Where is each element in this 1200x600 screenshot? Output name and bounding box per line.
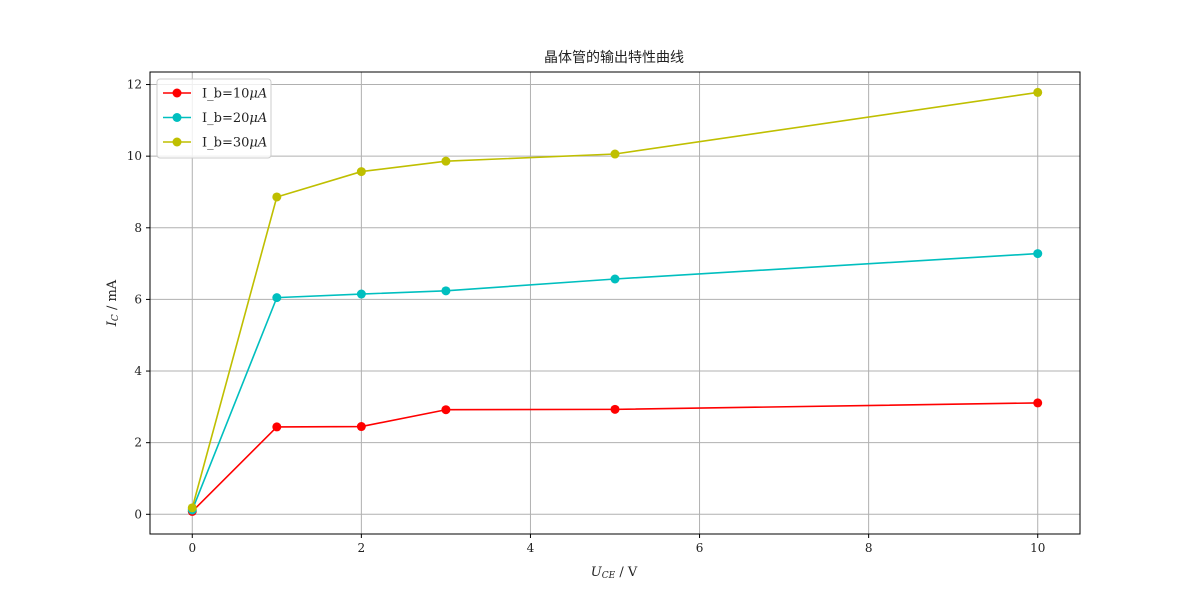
x-axis-label-main: U bbox=[591, 565, 603, 580]
data-point bbox=[187, 503, 197, 513]
axes: 0 2 4 6 8 10 0 2 4 6 8 10 12 bbox=[127, 78, 1046, 555]
data-point bbox=[1033, 398, 1043, 408]
series-2 bbox=[187, 249, 1043, 515]
legend-label: I_b=10μA bbox=[202, 87, 267, 102]
legend-item: I_b=10μA bbox=[163, 87, 267, 102]
legend-item: I_b=30μA bbox=[163, 136, 267, 151]
x-tick-label: 10 bbox=[1030, 541, 1045, 555]
y-tick-label: 12 bbox=[127, 78, 142, 92]
x-tick-label: 4 bbox=[527, 541, 535, 555]
y-axis-label-sub: C bbox=[111, 314, 121, 321]
x-axis-label: UCE / V bbox=[591, 565, 638, 581]
series-line bbox=[191, 91, 1038, 509]
data-point bbox=[356, 422, 366, 432]
data-point bbox=[441, 156, 451, 166]
x-tick-label: 6 bbox=[696, 541, 704, 555]
legend-swatch-marker bbox=[172, 137, 182, 147]
legend-item: I_b=20μA bbox=[163, 111, 267, 126]
y-tick-label: 2 bbox=[134, 436, 142, 450]
data-point bbox=[441, 405, 451, 415]
y-tick-label: 6 bbox=[134, 292, 142, 306]
x-tick-label: 2 bbox=[358, 541, 366, 555]
data-point bbox=[441, 286, 451, 296]
legend-label-name: I_b=10 bbox=[202, 87, 249, 102]
y-tick-label: 10 bbox=[127, 149, 142, 163]
series-layer bbox=[187, 87, 1043, 516]
y-axis-label-main: I bbox=[105, 320, 120, 327]
series-line bbox=[191, 252, 1038, 511]
x-axis-label-sub: CE bbox=[602, 571, 616, 581]
series-1 bbox=[187, 398, 1043, 516]
legend-box bbox=[156, 78, 272, 159]
plot-frame bbox=[149, 71, 1081, 535]
data-point bbox=[272, 422, 282, 432]
x-tick-label: 0 bbox=[188, 541, 196, 555]
legend-label: I_b=20μA bbox=[202, 111, 267, 126]
data-point bbox=[1033, 249, 1043, 259]
x-tick-label: 8 bbox=[865, 541, 873, 555]
series-line bbox=[191, 402, 1038, 513]
data-point bbox=[272, 293, 282, 303]
legend-swatch-marker bbox=[172, 113, 182, 122]
chart-title: 晶体管的输出特性曲线 bbox=[544, 50, 684, 66]
data-point bbox=[1033, 87, 1043, 97]
data-point bbox=[610, 404, 620, 414]
data-point bbox=[610, 274, 620, 284]
legend-label-name: I_b=20 bbox=[202, 111, 249, 126]
data-point bbox=[356, 289, 366, 299]
data-point bbox=[356, 167, 366, 177]
y-tick-label: 8 bbox=[134, 221, 142, 235]
grid bbox=[150, 72, 1080, 534]
y-tick-label: 4 bbox=[134, 364, 142, 378]
legend-label-unit: μA bbox=[249, 87, 267, 102]
y-axis-label: IC / mA bbox=[105, 279, 121, 327]
legend-label-name: I_b=30 bbox=[202, 136, 249, 151]
y-tick-label: 0 bbox=[134, 507, 142, 521]
legend-swatch-marker bbox=[172, 88, 182, 98]
legend-label-unit: μA bbox=[249, 111, 267, 126]
legend-label: I_b=30μA bbox=[202, 136, 267, 151]
x-axis-label-unit: / V bbox=[615, 565, 638, 580]
data-point bbox=[610, 149, 620, 159]
series-3 bbox=[187, 87, 1043, 513]
data-point bbox=[272, 192, 282, 202]
y-axis-label-unit: / mA bbox=[105, 279, 120, 314]
legend-label-unit: μA bbox=[249, 136, 267, 151]
